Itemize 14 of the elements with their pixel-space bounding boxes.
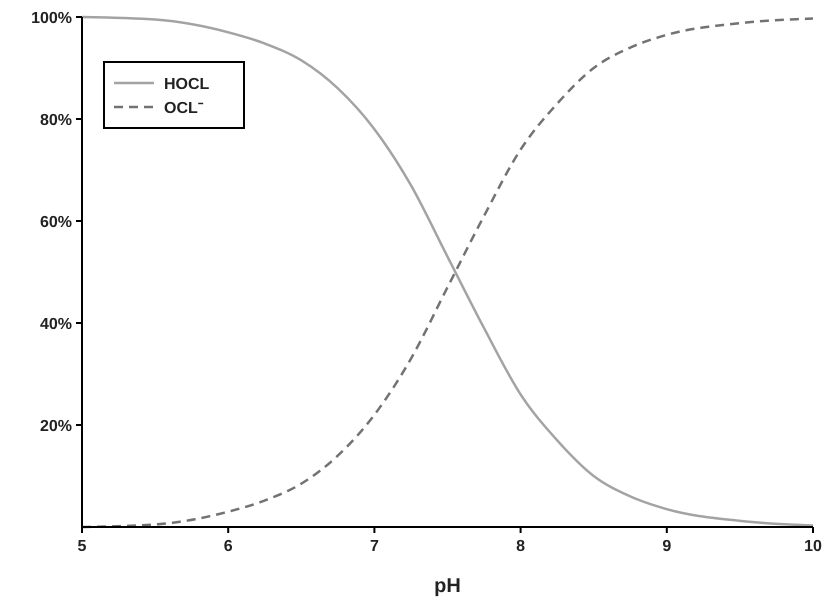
x-tick-label: 10 — [804, 538, 822, 555]
x-tick-label: 6 — [224, 538, 233, 555]
x-tick-label: 8 — [516, 538, 526, 555]
x-tick-label: 5 — [78, 538, 87, 555]
y-tick-label: 80% — [40, 112, 72, 129]
legend-label: OCL⁻ — [164, 100, 204, 117]
y-tick-label: 20% — [40, 418, 72, 435]
x-tick-label: 9 — [662, 538, 672, 555]
y-tick-label: 40% — [40, 316, 72, 333]
x-axis-title: pH — [434, 575, 461, 597]
x-tick-label: 7 — [370, 538, 379, 555]
y-tick-label: 100% — [31, 10, 72, 27]
legend-label: HOCL — [164, 76, 210, 93]
y-tick-label: 60% — [40, 214, 72, 231]
